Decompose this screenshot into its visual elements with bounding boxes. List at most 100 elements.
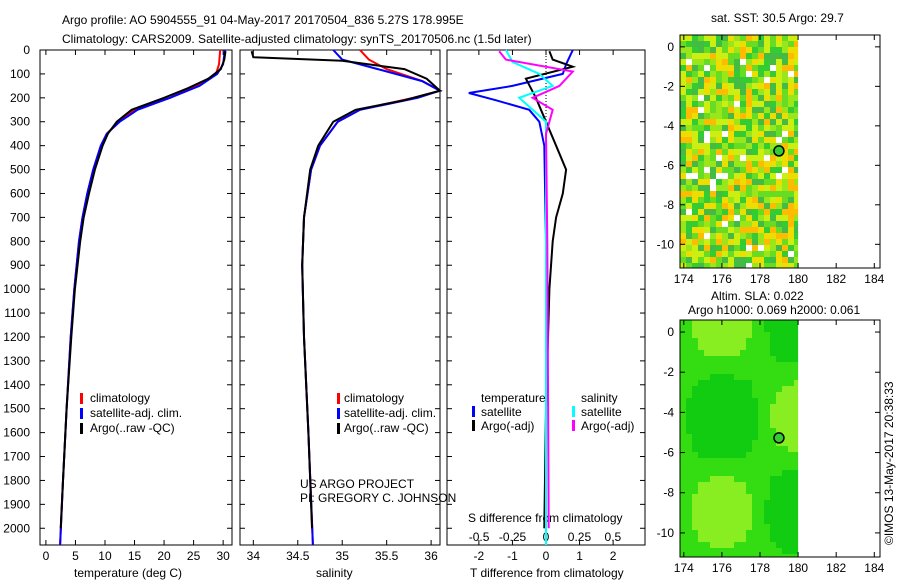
map-cell	[680, 416, 686, 422]
map-cell	[728, 149, 734, 155]
map-cell	[770, 53, 776, 59]
map-cell	[686, 59, 692, 65]
map-cell	[746, 398, 752, 404]
map-cell	[758, 392, 764, 398]
map-cell	[716, 320, 722, 326]
map-cell	[716, 422, 722, 428]
y-tick-label: 1300	[3, 354, 30, 368]
map-cell	[794, 47, 799, 53]
map-cell	[788, 434, 794, 440]
map-cell	[770, 554, 776, 557]
map-cell	[704, 458, 710, 464]
map-cell	[722, 173, 728, 179]
plot-frame	[239, 49, 441, 546]
map-cell	[764, 422, 770, 428]
map-cell	[680, 506, 686, 512]
map-cell	[794, 83, 799, 89]
map-cell	[788, 185, 794, 191]
map-cell	[704, 374, 710, 380]
map-cell	[764, 332, 770, 338]
map-cell	[758, 83, 764, 89]
map-cell	[782, 95, 788, 101]
map-cell	[692, 113, 698, 119]
map-cell	[746, 215, 752, 221]
map-cell	[746, 476, 752, 482]
map-cell	[716, 65, 722, 71]
map-cell	[758, 263, 764, 268]
map-cell	[770, 530, 776, 536]
map-cell	[680, 374, 686, 380]
map-cell	[722, 404, 728, 410]
map-cell	[698, 41, 704, 47]
map-cell	[782, 167, 788, 173]
map-cell	[764, 500, 770, 506]
map-cell	[728, 65, 734, 71]
map-cell	[788, 344, 794, 350]
map-cell	[704, 404, 710, 410]
map-cell	[686, 494, 692, 500]
map-cell	[692, 227, 698, 233]
map-cell	[716, 452, 722, 458]
map-cell	[716, 506, 722, 512]
map-cell	[686, 251, 692, 257]
map-cell	[680, 542, 686, 548]
map-cell	[728, 542, 734, 548]
map-cell	[704, 350, 710, 356]
map-cell	[764, 215, 770, 221]
map-cell	[728, 221, 734, 227]
map-cell	[692, 422, 698, 428]
map-cell	[734, 71, 740, 77]
map-cell	[758, 536, 764, 542]
map-cell	[680, 440, 686, 446]
map-cell	[746, 113, 752, 119]
map-cell	[728, 440, 734, 446]
map-cell	[722, 416, 728, 422]
map-cell	[758, 422, 764, 428]
map-cell	[764, 416, 770, 422]
map-cell	[758, 119, 764, 125]
map-cell	[698, 464, 704, 470]
map-cell	[782, 185, 788, 191]
x-tick-label: 0	[43, 549, 50, 563]
map-cell	[752, 161, 758, 167]
map-cell	[788, 494, 794, 500]
map-cell	[788, 332, 794, 338]
map-cell	[788, 374, 794, 380]
map-cell	[770, 131, 776, 137]
map-cell	[692, 179, 698, 185]
map-cell	[752, 59, 758, 65]
map-cell	[734, 494, 740, 500]
map-cell	[770, 494, 776, 500]
map-cell	[734, 332, 740, 338]
map-cell	[764, 476, 770, 482]
map-cell	[788, 131, 794, 137]
map-cell	[698, 452, 704, 458]
map-cell	[740, 380, 746, 386]
map-cell	[734, 47, 740, 53]
map-cell	[758, 125, 764, 131]
y-tick-label: 1700	[3, 450, 30, 464]
map-cell	[776, 548, 782, 554]
map-cell	[740, 221, 746, 227]
map-cell	[728, 83, 734, 89]
map-cell	[734, 548, 740, 554]
map-cell	[740, 500, 746, 506]
map-cell	[692, 494, 698, 500]
map-cell	[692, 41, 698, 47]
map-cell	[698, 173, 704, 179]
map-cell	[728, 368, 734, 374]
map-cell	[746, 374, 752, 380]
map-cell	[770, 119, 776, 125]
map-cell	[746, 245, 752, 251]
map-cell	[788, 428, 794, 434]
map-cell	[764, 524, 770, 530]
map-cell	[746, 179, 752, 185]
map-cell	[692, 155, 698, 161]
map-cell	[782, 410, 788, 416]
map-cell	[698, 482, 704, 488]
map-cell	[794, 191, 799, 197]
map-cell	[752, 113, 758, 119]
map-cell	[728, 197, 734, 203]
map-cell	[758, 500, 764, 506]
map-cell	[716, 131, 722, 137]
